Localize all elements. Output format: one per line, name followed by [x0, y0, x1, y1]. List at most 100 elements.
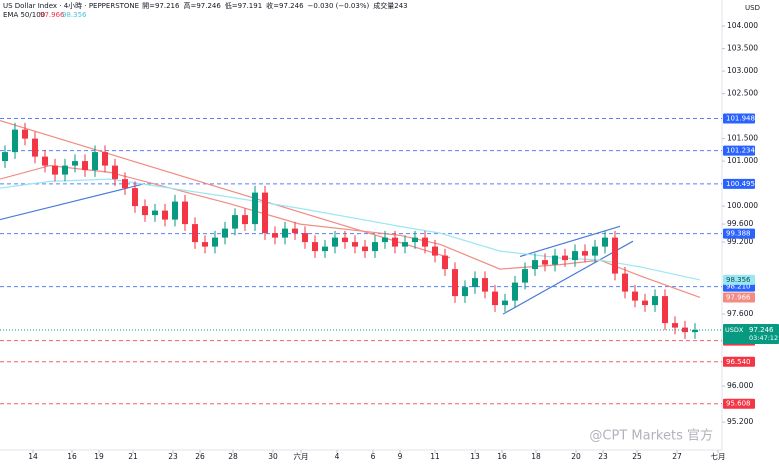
y-tick-label: 97.600 [727, 309, 753, 318]
ema-tag-label: 97.966 [726, 293, 751, 301]
candle-body [62, 165, 68, 175]
countdown: 03:47:12 [749, 334, 778, 342]
level-label: 98.210 [726, 283, 751, 291]
symbol-label: USDX [725, 326, 744, 334]
level-tag [723, 228, 755, 239]
header-item: 開=97.216 [142, 2, 180, 10]
candle-body [592, 246, 598, 256]
last-price-tag [723, 324, 779, 345]
trendline [502, 240, 634, 315]
candle-body [182, 201, 188, 225]
x-tick-label: 16 [497, 452, 507, 461]
candle-body [372, 242, 378, 252]
x-tick-label: 25 [632, 452, 642, 461]
candle-body [532, 260, 538, 270]
candle-body [612, 237, 618, 274]
candle-body [342, 237, 348, 243]
level-label: 96.540 [726, 358, 751, 366]
x-tick-label: 28 [228, 452, 238, 461]
candle-body [542, 260, 548, 265]
candle-body [602, 237, 608, 247]
candle-body [462, 287, 468, 297]
candle-body [112, 165, 118, 180]
y-tick-label: 95.200 [727, 417, 753, 426]
y-tick-label: 101.500 [727, 134, 758, 143]
ema100-value: 98.356 [62, 11, 87, 19]
ema-tag-label: 98.356 [726, 276, 751, 284]
x-tick-label: 16 [67, 452, 77, 461]
candle-body [272, 233, 278, 238]
ema50-value: 97.966 [40, 11, 65, 19]
candle-body [572, 251, 578, 261]
candle-body [42, 156, 48, 166]
candle-body [162, 210, 168, 220]
last-price-label: 97.246 [749, 326, 774, 334]
candle-body [262, 192, 268, 234]
x-tick-label: 18 [531, 452, 541, 461]
ema-tag [723, 292, 755, 303]
candle-body [212, 237, 218, 247]
candle-body [2, 152, 8, 162]
level-tag [723, 178, 755, 189]
candle-body [452, 269, 458, 297]
candle-body [172, 201, 178, 220]
candle-body [132, 188, 138, 207]
candle-body [392, 237, 398, 247]
candle-body [322, 246, 328, 252]
candle-body [402, 242, 408, 247]
candle-body [412, 237, 418, 243]
candle-body [142, 206, 148, 216]
x-tick-label: 13 [470, 452, 480, 461]
x-tick-label: 30 [268, 452, 278, 461]
candle-body [292, 228, 298, 234]
watermark: @CPT Markets 官方 [589, 428, 713, 444]
candle-body [152, 210, 158, 216]
y-tick-label: 99.200 [727, 237, 753, 246]
x-tick-label: 23 [598, 452, 608, 461]
candle-body [312, 242, 318, 252]
x-tick-label: 6 [371, 452, 376, 461]
candle-body [22, 129, 28, 139]
currency-label: USD [745, 4, 760, 12]
x-tick-label: 14 [28, 452, 38, 461]
y-tick-label: 99.600 [727, 219, 753, 228]
candle-body [352, 242, 358, 247]
candle-body [662, 296, 668, 324]
x-tick-label: 23 [168, 452, 178, 461]
candle-body [72, 161, 78, 166]
y-tick-label: 103.000 [727, 66, 758, 75]
candle-body [582, 251, 588, 256]
ema-tag [723, 274, 755, 285]
candle-body [82, 161, 88, 171]
candle-body [102, 152, 108, 166]
candle-body [362, 246, 368, 252]
header: US Dollar Index · 4小時 · PEPPERSTONE EMA … [3, 1, 139, 19]
candle-body [472, 278, 478, 288]
candle-body [442, 255, 448, 270]
level-label: 101.948 [726, 114, 755, 122]
candle-body [242, 215, 248, 225]
header-item: 成交量243 [373, 1, 407, 10]
indicator-label: EMA 50/100 [3, 11, 45, 19]
symbol-title: US Dollar Index · 4小時 · PEPPERSTONE [3, 1, 139, 10]
candle-body [232, 215, 238, 229]
header-item: 低=97.191 [225, 1, 262, 10]
candle-body [432, 246, 438, 256]
y-tick-label: 102.500 [727, 89, 758, 98]
trendline [519, 225, 621, 258]
x-tick-label: 26 [195, 452, 205, 461]
level-tag [723, 145, 755, 156]
candle-body [692, 329, 698, 333]
level-label: 95.608 [726, 400, 751, 408]
ema-line [0, 178, 701, 281]
candle-body [422, 237, 428, 247]
candle-body [192, 224, 198, 243]
x-tick-label: 27 [672, 452, 682, 461]
candle-body [552, 255, 558, 265]
candle-body [92, 152, 98, 171]
x-tick-label: 七月 [711, 452, 726, 461]
level-tag [723, 398, 755, 409]
candle-body [302, 233, 308, 243]
header-item: −0.030 (−0.03%) [308, 2, 370, 10]
